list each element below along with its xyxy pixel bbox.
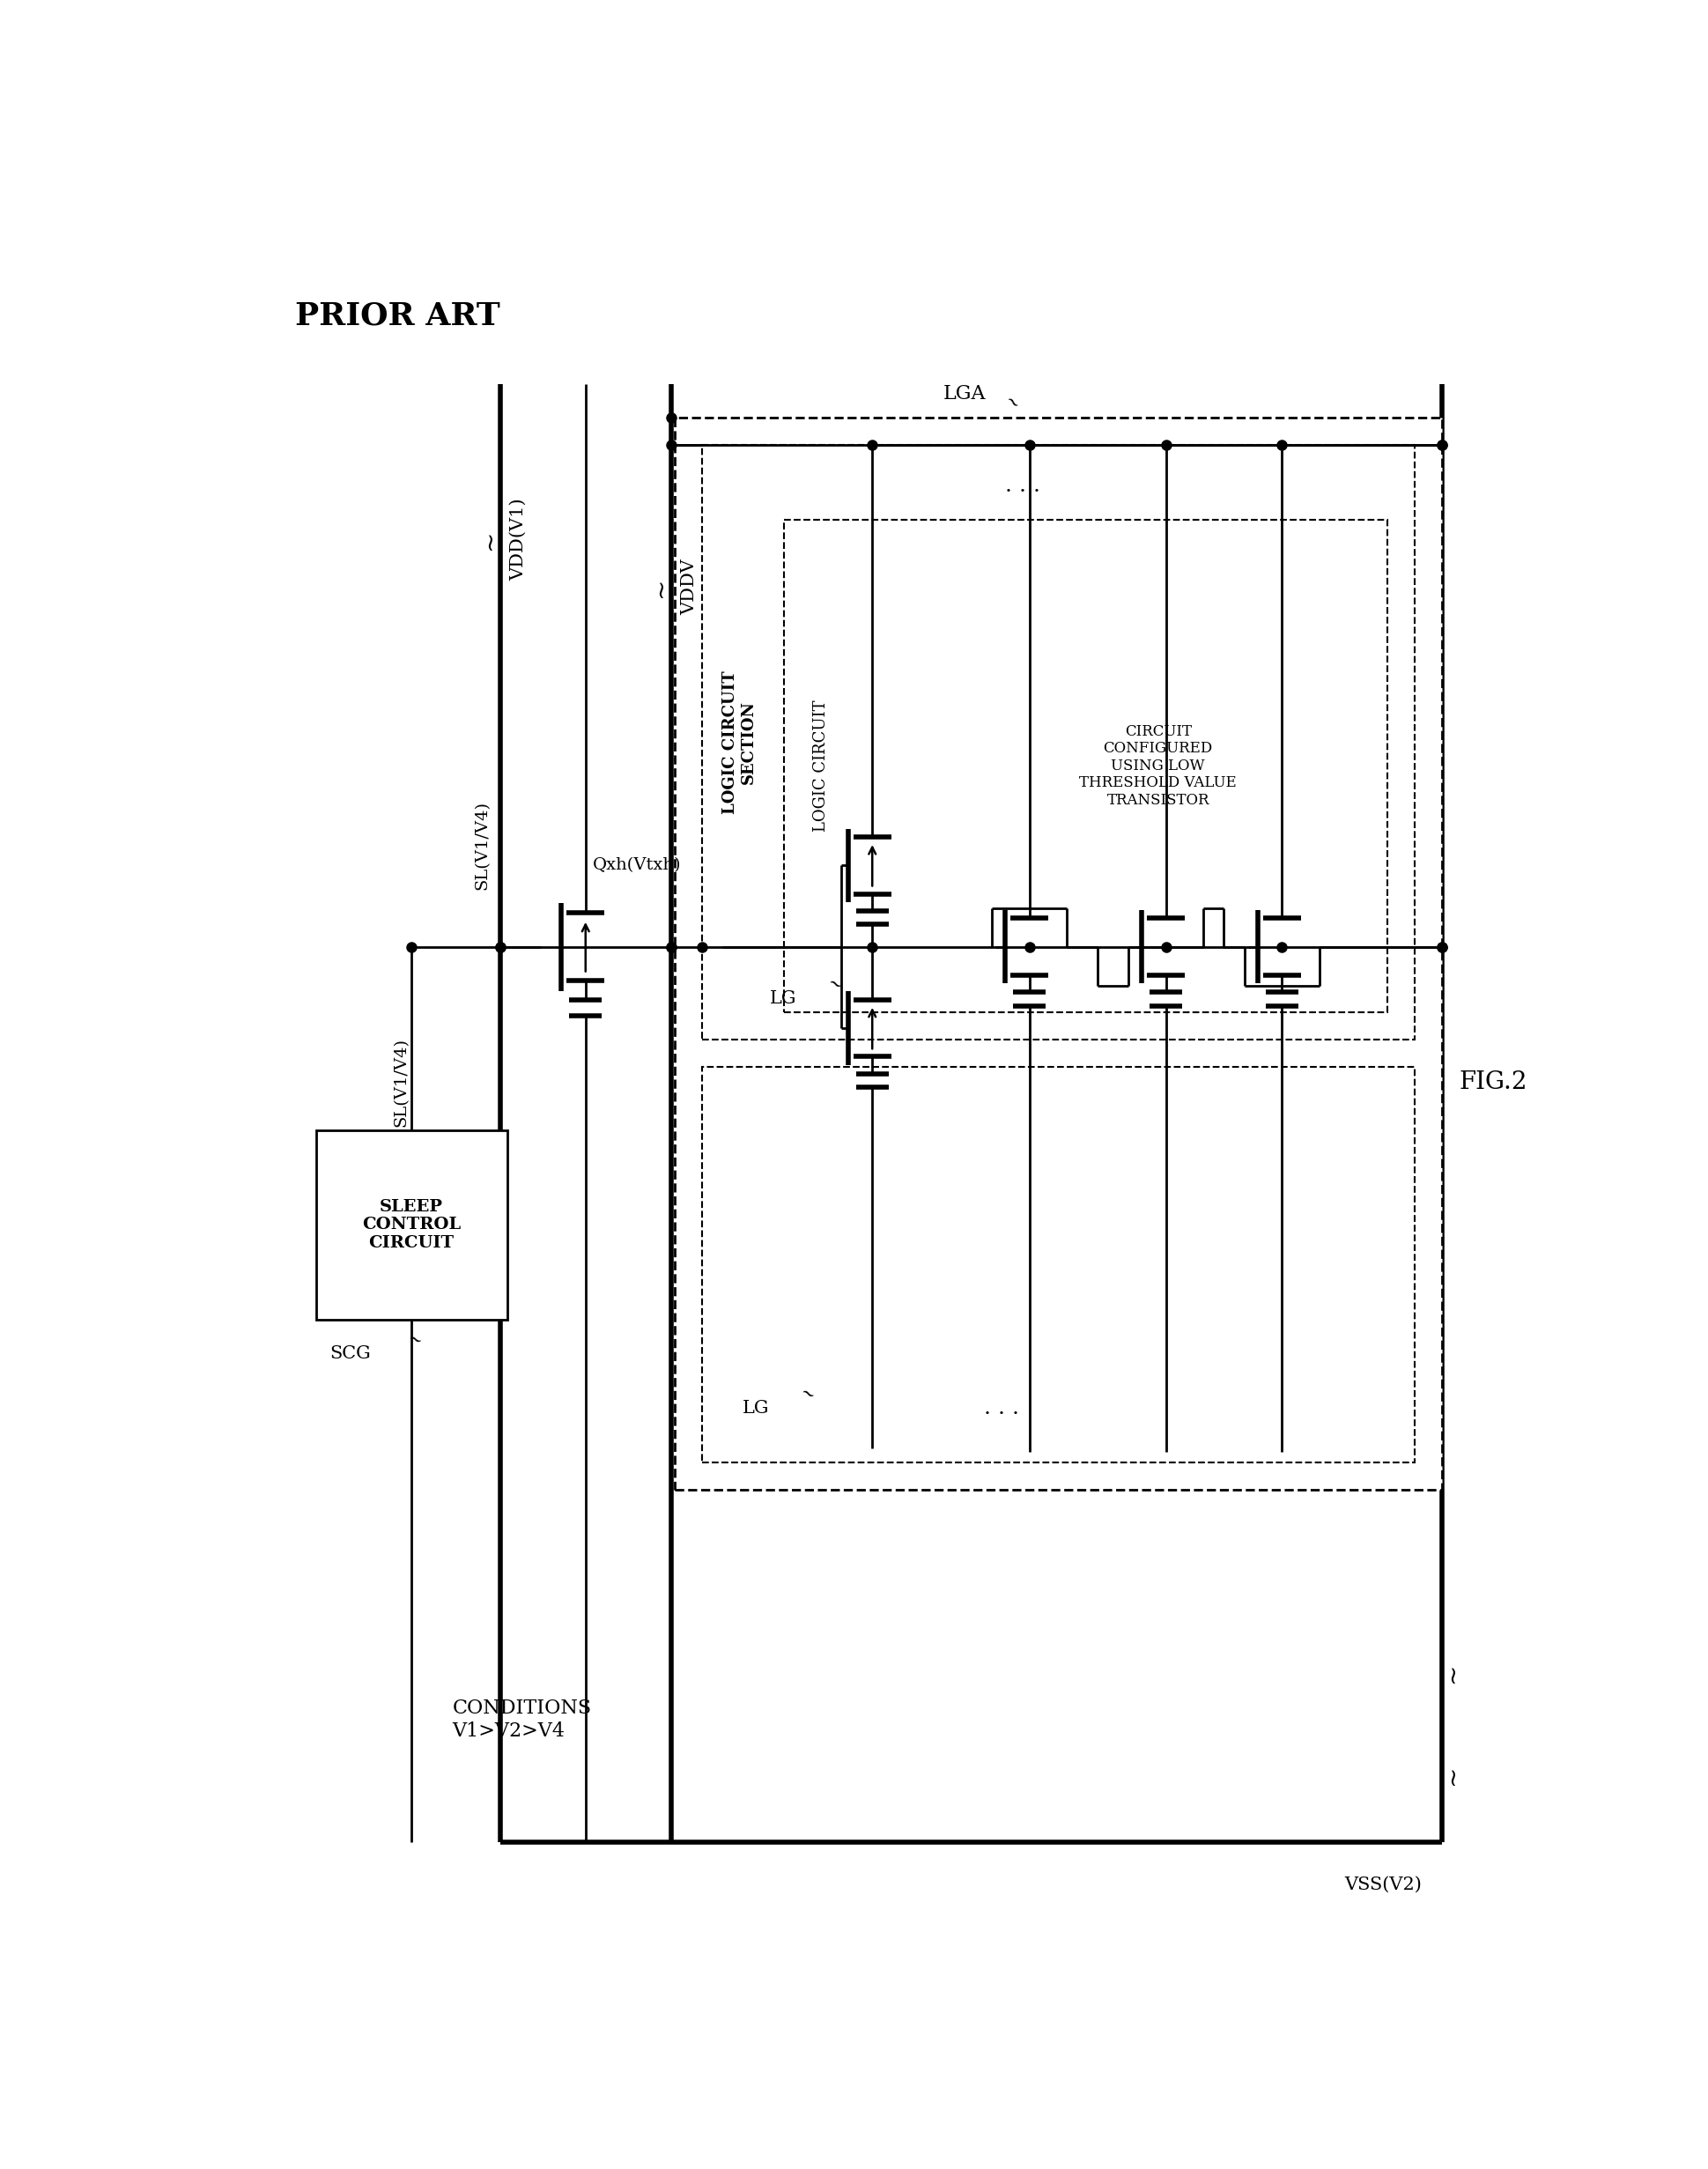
Text: ~: ~ (825, 974, 845, 996)
Text: · · ·: · · · (1004, 482, 1040, 503)
Text: LOGIC CIRCUIT: LOGIC CIRCUIT (813, 701, 828, 831)
Bar (316, 1130, 507, 1321)
Text: ~: ~ (1440, 1763, 1464, 1785)
Text: ~: ~ (478, 529, 502, 551)
Text: SCG: SCG (330, 1345, 371, 1362)
Text: VDDV: VDDV (681, 560, 699, 616)
Text: ~: ~ (649, 577, 673, 596)
Text: SLEEP
CONTROL
CIRCUIT: SLEEP CONTROL CIRCUIT (362, 1199, 461, 1252)
Text: CIRCUIT
CONFIGURED
USING LOW
THRESHOLD VALUE
TRANSISTOR: CIRCUIT CONFIGURED USING LOW THRESHOLD V… (1079, 724, 1237, 807)
Text: ~: ~ (1440, 1661, 1464, 1683)
Text: Qxh(Vtxh): Qxh(Vtxh) (593, 857, 681, 874)
Text: LOGIC CIRCUIT
SECTION: LOGIC CIRCUIT SECTION (722, 670, 757, 813)
Text: LGA: LGA (943, 384, 986, 403)
Text: ~: ~ (798, 1384, 818, 1406)
Text: ~: ~ (1001, 393, 1021, 414)
Text: FIG.2: FIG.2 (1459, 1071, 1527, 1095)
Text: PRIOR ART: PRIOR ART (295, 301, 500, 332)
Text: SL(V1/V4): SL(V1/V4) (393, 1039, 410, 1128)
Bar (702, 445, 1414, 1039)
Text: LG: LG (743, 1399, 769, 1416)
Bar (784, 518, 1387, 1013)
Text: · · ·: · · · (984, 1406, 1020, 1425)
Text: VDD(V1): VDD(V1) (511, 499, 528, 581)
Bar (702, 1067, 1414, 1462)
Text: SL(V1/V4): SL(V1/V4) (475, 800, 490, 889)
Text: CONDITIONS
V1>V2>V4: CONDITIONS V1>V2>V4 (453, 1698, 591, 1740)
Text: LG: LG (770, 991, 796, 1006)
Text: VSS(V2): VSS(V2) (1344, 1876, 1421, 1894)
Text: ~: ~ (405, 1330, 424, 1351)
Bar (675, 419, 1442, 1490)
